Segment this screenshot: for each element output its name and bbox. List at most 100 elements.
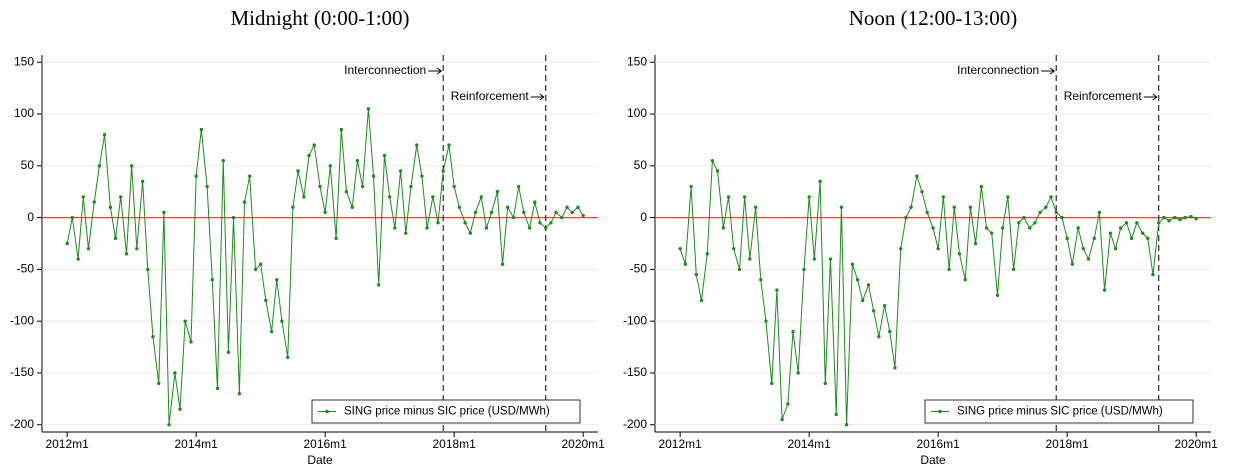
data-point (947, 267, 951, 272)
data-point (382, 153, 387, 158)
x-axis-label: Date (307, 453, 333, 467)
data-point (286, 355, 290, 360)
data-point (420, 174, 424, 178)
data-point (108, 205, 113, 209)
data-point (952, 205, 956, 209)
data-point (1044, 205, 1048, 209)
data-point (162, 210, 166, 215)
data-point (915, 174, 919, 178)
data-point (376, 283, 381, 287)
data-point (86, 246, 91, 251)
data-point (360, 184, 365, 189)
data-point (565, 205, 569, 209)
y-tick-label: -100 (10, 313, 34, 327)
data-point (1022, 215, 1026, 220)
data-point (135, 246, 139, 251)
data-point (899, 246, 903, 251)
data-point (1070, 262, 1075, 266)
data-point (925, 210, 929, 215)
data-point (242, 200, 247, 204)
data-point (457, 205, 462, 209)
data-point (1167, 219, 1171, 223)
legend-label: SING price minus SIC price (USD/MWh) (344, 406, 550, 418)
data-point (387, 195, 392, 199)
data-point (678, 246, 682, 251)
data-point (1151, 272, 1155, 277)
event-arrow (530, 93, 545, 101)
data-point (1097, 210, 1102, 215)
data-point (237, 391, 242, 396)
data-point (231, 215, 236, 220)
x-tick-label: 2020m1 (561, 437, 605, 451)
data-point (291, 205, 295, 209)
data-point (1017, 221, 1021, 225)
y-tick-label: 0 (27, 210, 34, 224)
data-point (715, 169, 720, 173)
data-point (484, 226, 489, 230)
data-point (505, 205, 510, 209)
x-tick-label: 2020m1 (1174, 437, 1218, 451)
x-tick-label: 2016m1 (303, 437, 347, 451)
data-point (194, 174, 198, 178)
data-point (737, 267, 742, 272)
chart-title: Midnight (0:00-1:00) (230, 6, 409, 30)
data-point (1146, 236, 1150, 241)
data-point (129, 164, 134, 168)
data-point (355, 158, 360, 163)
data-point (931, 226, 935, 230)
data-point (167, 423, 171, 427)
data-point (796, 371, 800, 375)
data-point (151, 335, 155, 339)
data-point (533, 200, 537, 204)
data-point (909, 205, 913, 209)
data-point (157, 381, 161, 386)
data-point (1033, 221, 1037, 225)
data-point (866, 283, 871, 287)
data-point (770, 381, 774, 386)
data-point (1118, 226, 1123, 230)
data-point (318, 184, 322, 189)
data-point (1178, 217, 1182, 222)
data-point (1086, 257, 1091, 261)
y-tick-label: -200 (623, 417, 647, 431)
data-point (183, 319, 187, 323)
data-point (850, 262, 855, 266)
data-point (307, 153, 311, 158)
data-point (560, 215, 564, 220)
data-point (97, 164, 102, 168)
data-point (710, 158, 715, 163)
y-tick-label: 100 (627, 106, 647, 120)
data-point (452, 184, 456, 189)
data-point (1173, 215, 1177, 220)
data-point (1157, 221, 1161, 225)
data-point (705, 252, 709, 256)
data-point (296, 169, 300, 173)
x-tick-label: 2014m1 (174, 437, 218, 451)
data-point (699, 298, 704, 303)
x-axis-label: Date (920, 453, 946, 467)
y-tick-label: 50 (634, 158, 648, 172)
event-arrow (1041, 67, 1056, 75)
y-tick-label: 150 (627, 54, 647, 68)
data-point (818, 179, 822, 184)
data-point (1028, 226, 1032, 230)
data-point (807, 195, 811, 199)
data-point (812, 257, 817, 261)
data-point (683, 262, 688, 266)
data-point (253, 267, 258, 272)
data-point (786, 402, 790, 406)
data-point (1054, 210, 1058, 215)
y-tick-label: -50 (17, 262, 35, 276)
data-point (823, 381, 827, 386)
panel: Noon (12:00-13:00) -200 -150 -100 -50 0 50 100 1… (623, 6, 1218, 467)
data-point (904, 215, 908, 220)
legend-marker (325, 409, 329, 414)
data-point (1006, 195, 1010, 199)
y-tick-label: 100 (14, 106, 34, 120)
data-point (1194, 216, 1198, 221)
data-point (1000, 226, 1005, 230)
data-point (828, 257, 833, 261)
data-point (759, 278, 763, 282)
data-point (1129, 236, 1134, 241)
